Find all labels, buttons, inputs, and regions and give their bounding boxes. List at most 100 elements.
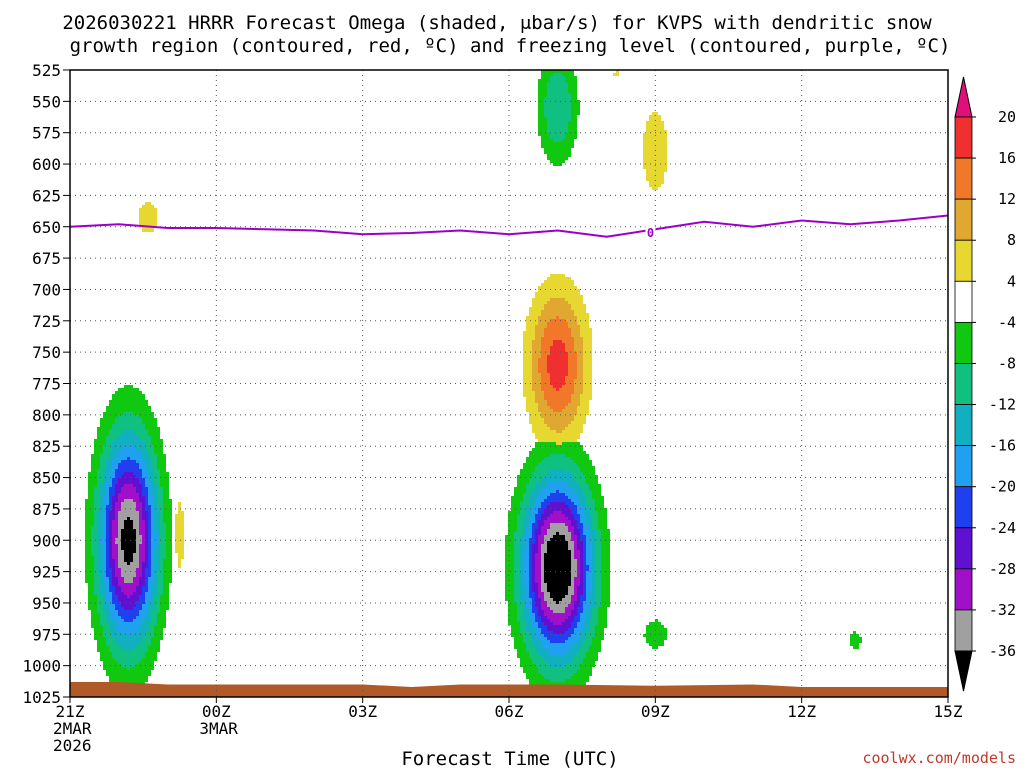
y-tick-label: 575 bbox=[32, 124, 61, 143]
omega-cell bbox=[142, 487, 148, 490]
omega-cell bbox=[154, 448, 163, 451]
omega-cell bbox=[157, 457, 166, 460]
omega-cell bbox=[154, 529, 160, 532]
omega-cell bbox=[139, 520, 145, 523]
omega-cell bbox=[550, 79, 565, 82]
omega-cell bbox=[151, 439, 163, 442]
omega-cell bbox=[586, 583, 592, 586]
omega-cell bbox=[574, 517, 580, 520]
omega-cell bbox=[109, 610, 118, 613]
omega-cell bbox=[574, 553, 580, 556]
omega-cell bbox=[526, 316, 538, 319]
omega-cell bbox=[577, 586, 583, 589]
omega-cell bbox=[538, 523, 544, 526]
omega-cell bbox=[526, 586, 529, 589]
omega-cell bbox=[106, 526, 109, 529]
omega-cell bbox=[601, 538, 610, 541]
omega-cell bbox=[100, 589, 106, 592]
omega-cell bbox=[535, 337, 541, 340]
omega-cell bbox=[601, 580, 610, 583]
omega-cell bbox=[514, 487, 526, 490]
omega-cell bbox=[523, 388, 532, 391]
y-tick-label: 625 bbox=[32, 186, 61, 205]
omega-cell bbox=[112, 631, 121, 634]
omega-cell bbox=[583, 526, 589, 529]
omega-cell bbox=[577, 589, 583, 592]
omega-cell bbox=[94, 628, 103, 631]
omega-cell bbox=[136, 508, 142, 511]
omega-cell bbox=[550, 160, 565, 163]
omega-cell bbox=[547, 484, 568, 487]
omega-cell bbox=[97, 559, 103, 562]
omega-cell bbox=[538, 358, 547, 361]
omega-cell bbox=[505, 583, 514, 586]
omega-cell bbox=[514, 538, 520, 541]
omega-cell bbox=[538, 88, 547, 91]
omega-cell bbox=[580, 487, 589, 490]
omega-cell bbox=[145, 631, 154, 634]
omega-cell bbox=[547, 637, 568, 640]
omega-cell bbox=[151, 568, 154, 571]
omega-cell bbox=[118, 517, 127, 520]
omega-cell bbox=[571, 661, 583, 664]
omega-cell bbox=[598, 622, 607, 625]
omega-cell bbox=[88, 481, 97, 484]
colorbar-swatch bbox=[954, 116, 973, 159]
omega-cell bbox=[526, 457, 544, 460]
omega-cell bbox=[115, 511, 118, 514]
omega-cell bbox=[541, 571, 544, 574]
omega-cell bbox=[97, 538, 100, 541]
omega-cell bbox=[505, 595, 514, 598]
omega-cell bbox=[541, 385, 553, 388]
omega-cell bbox=[583, 493, 592, 496]
omega-cell bbox=[160, 595, 169, 598]
omega-cell bbox=[163, 586, 169, 589]
omega-cell bbox=[136, 616, 145, 619]
omega-cell bbox=[151, 529, 154, 532]
omega-cell bbox=[646, 169, 667, 172]
y-tick-label: 1025 bbox=[22, 688, 61, 707]
omega-cell bbox=[595, 583, 601, 586]
omega-cell bbox=[547, 322, 568, 325]
omega-cell bbox=[136, 505, 142, 508]
omega-cell bbox=[118, 547, 121, 550]
omega-cell bbox=[568, 373, 577, 376]
omega-cell bbox=[103, 664, 121, 667]
omega-cell bbox=[541, 514, 550, 517]
credit-link[interactable]: coolwx.com/models bbox=[862, 749, 1016, 767]
omega-cell bbox=[535, 562, 541, 565]
colorbar-swatch bbox=[954, 404, 973, 447]
omega-cell bbox=[106, 586, 109, 589]
omega-cell bbox=[544, 541, 547, 544]
omega-cell bbox=[142, 565, 148, 568]
omega-cell bbox=[166, 535, 172, 538]
omega-cell bbox=[142, 571, 145, 574]
omega-cell bbox=[595, 562, 601, 565]
omega-cell bbox=[541, 568, 544, 571]
omega-cell bbox=[580, 562, 583, 565]
omega-cell bbox=[94, 580, 100, 583]
omega-cell bbox=[109, 523, 112, 526]
omega-cell bbox=[583, 592, 586, 595]
omega-cell bbox=[115, 505, 121, 508]
omega-cell bbox=[151, 562, 154, 565]
omega-cell bbox=[589, 565, 592, 568]
omega-cell bbox=[565, 454, 589, 457]
omega-cell bbox=[511, 508, 520, 511]
omega-cell bbox=[136, 433, 148, 436]
omega-cell bbox=[580, 397, 592, 400]
omega-cell bbox=[541, 577, 544, 580]
omega-cell bbox=[100, 658, 115, 661]
omega-cell bbox=[124, 559, 133, 562]
omega-cell bbox=[163, 589, 169, 592]
omega-cell bbox=[538, 652, 550, 655]
omega-cell bbox=[526, 547, 529, 550]
omega-cell bbox=[574, 502, 580, 505]
omega-cell bbox=[142, 604, 148, 607]
omega-cell bbox=[577, 598, 580, 601]
omega-cell bbox=[547, 541, 568, 544]
omega-cell bbox=[112, 592, 115, 595]
omega-cell bbox=[175, 541, 184, 544]
omega-cell bbox=[121, 487, 136, 490]
omega-cell bbox=[145, 583, 148, 586]
